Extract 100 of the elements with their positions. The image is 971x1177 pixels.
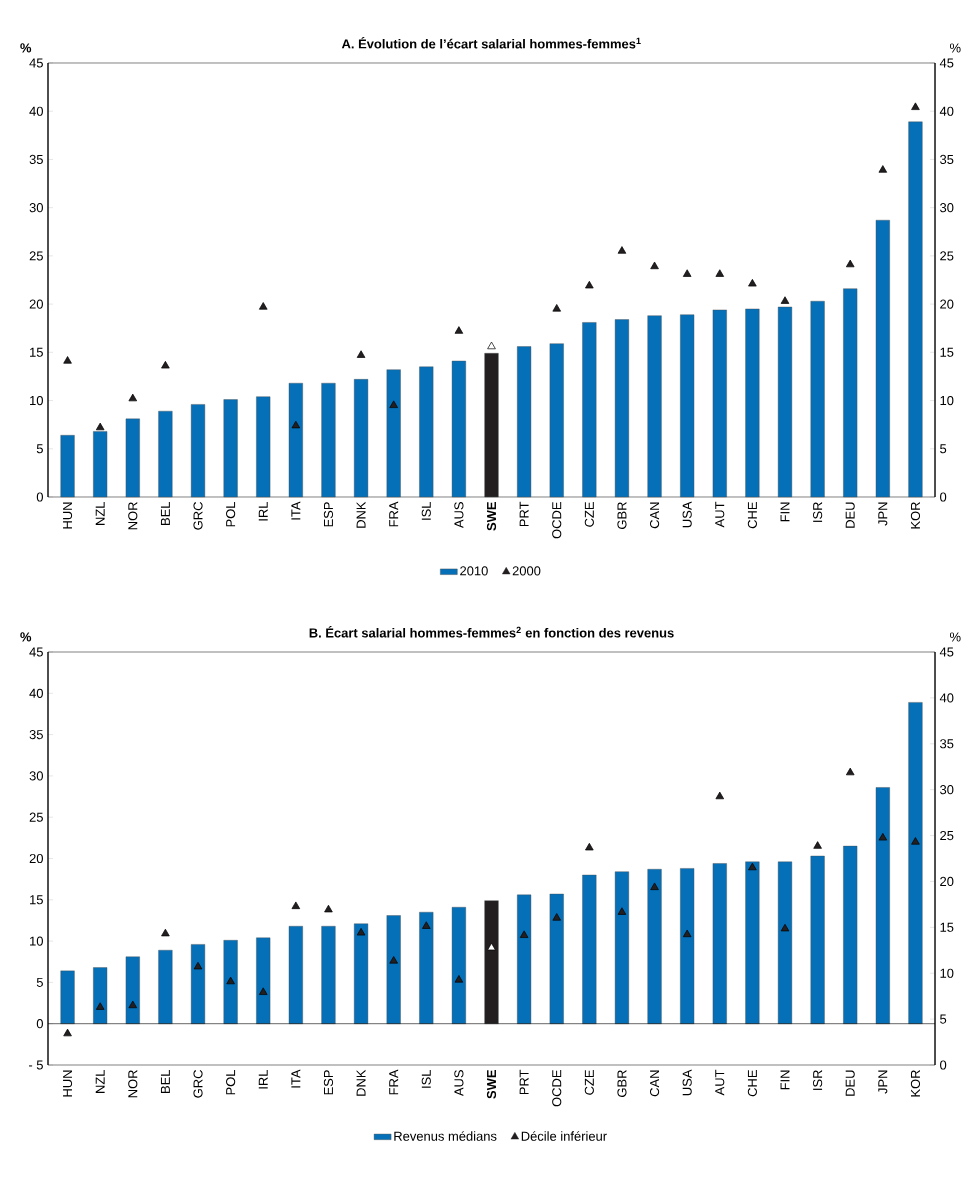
bar [125,956,140,1024]
legend-label: Décile inférieur [521,1131,607,1141]
x-tick-label: USA [682,501,692,528]
y-tick-label: 20 [29,853,43,864]
x-tick-label: CAN [649,1070,660,1097]
y-tick-label: 5 [36,977,43,987]
x-tick-label: NZL [95,501,105,525]
point [878,165,888,173]
x-tick-label: DEU [845,502,855,528]
y2-tick-label: 20 [940,876,954,887]
point [682,929,692,938]
y-tick-label: 15 [30,895,43,905]
bar [93,431,108,498]
bar [810,301,825,498]
point [356,927,366,936]
x-tick-label: POL [226,1069,236,1095]
x-tick-label: DNK [356,501,366,528]
point [748,279,757,287]
bar [451,360,466,498]
point [585,280,594,289]
point [748,862,757,871]
x-tick-label: KOR [910,1070,921,1097]
x-tick-label: CHE [747,502,757,529]
bar [875,787,890,1024]
x-tick-label: DNK [356,1069,366,1096]
x-tick-label: AUS [454,502,464,529]
point [324,904,333,913]
point [161,928,170,937]
point [715,269,725,277]
x-tick-label: ITA [291,501,301,520]
bar [843,288,858,498]
x-tick-label: IRL [258,1069,268,1089]
bar [386,369,401,498]
bar [647,869,662,1024]
point [356,350,366,358]
y-tick-label: 25 [29,251,43,261]
x-tick-label: JPN [878,502,888,526]
x-tick-label: USA [682,1069,692,1096]
y-tick-label: 0 [36,492,43,502]
bar [908,702,923,1024]
y2-tick-label: 30 [940,203,954,213]
bar [419,911,434,1024]
bar [647,315,662,498]
point [585,842,594,851]
bar [190,404,206,498]
x-tick-label: DEU [845,1070,855,1096]
bar [777,861,793,1024]
x-tick-label: POL [226,501,236,527]
y-tick-label: 30 [29,203,43,213]
bar [875,220,890,498]
point [911,837,920,845]
bar [288,382,303,498]
y-tick-label: 5 [36,444,43,454]
point [911,102,920,110]
x-tick-label: ESP [323,502,334,527]
point [193,961,203,970]
point [63,356,72,364]
x-tick-label: FRA [389,501,399,527]
y2-tick-label: 15 [940,347,954,357]
point [291,420,301,429]
x-tick-label: HUN [63,1070,73,1097]
bar [288,926,303,1024]
bar [680,314,695,498]
x-tick-label: CAN [649,502,660,529]
x-tick-label: NOR [128,502,138,530]
bar [484,353,499,498]
point [650,261,659,270]
y2-tick-label: 25 [940,251,954,261]
y2-tick-label: 35 [940,739,954,749]
point [780,296,790,304]
bar [60,970,75,1024]
bar [256,396,271,498]
x-tick-label: PRT [519,501,529,527]
point [878,833,888,841]
y-tick-label: 35 [29,730,43,740]
y2-tick-label: 40 [939,693,954,703]
y-tick-label: 40 [29,688,43,698]
bar [158,949,173,1024]
y-tick-label: 45 [29,58,43,68]
bar [745,861,760,1024]
bar [582,322,597,498]
bar [517,346,532,498]
bar [419,366,434,498]
x-tick-label: NZL [95,1069,105,1093]
y2-tick-label: 10 [940,395,954,406]
y2-tick-label: 40 [939,106,954,116]
point [682,269,692,277]
bar [386,915,401,1024]
x-tick-label: JPN [878,1070,888,1094]
bar [777,306,793,498]
y2-axis-title: % [950,43,961,53]
point [845,767,855,776]
x-tick-label: SWE [486,502,497,531]
x-tick-label: BEL [160,1069,170,1093]
y2-tick-label: 0 [940,492,947,502]
y2-tick-label: 25 [940,830,954,841]
point [715,791,725,800]
point [650,882,659,891]
point [780,923,790,932]
point [389,956,398,964]
